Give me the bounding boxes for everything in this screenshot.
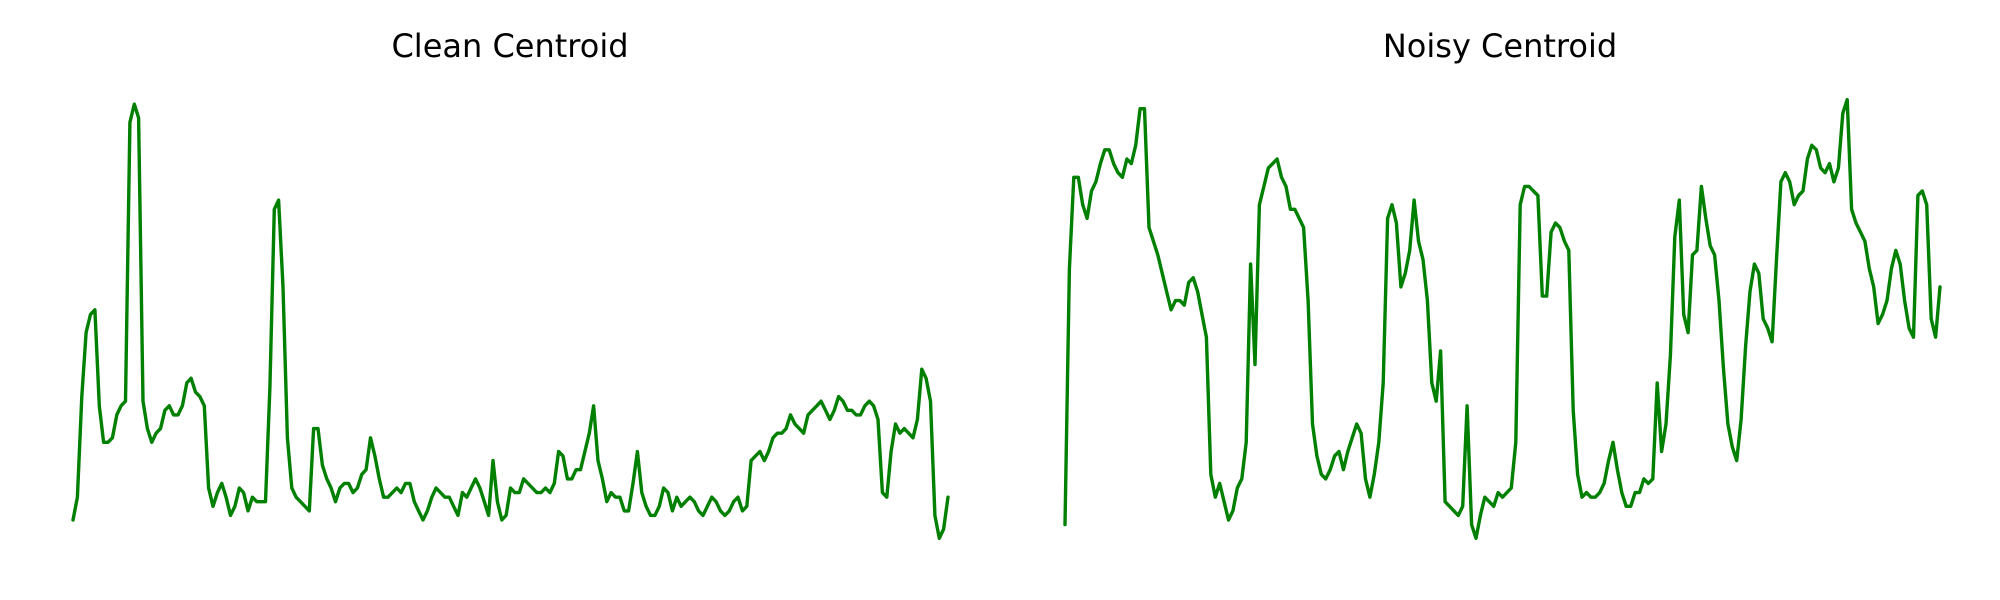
- noisy-centroid-chart: Noisy Centroid: [1063, 27, 1942, 540]
- clean-centroid-title: Clean Centroid: [391, 27, 628, 65]
- clean-centroid-chart: Clean Centroid: [71, 27, 950, 540]
- clean-centroid-line: [71, 102, 950, 540]
- noisy-centroid-line: [1063, 97, 1942, 540]
- noisy-centroid-title: Noisy Centroid: [1383, 27, 1617, 65]
